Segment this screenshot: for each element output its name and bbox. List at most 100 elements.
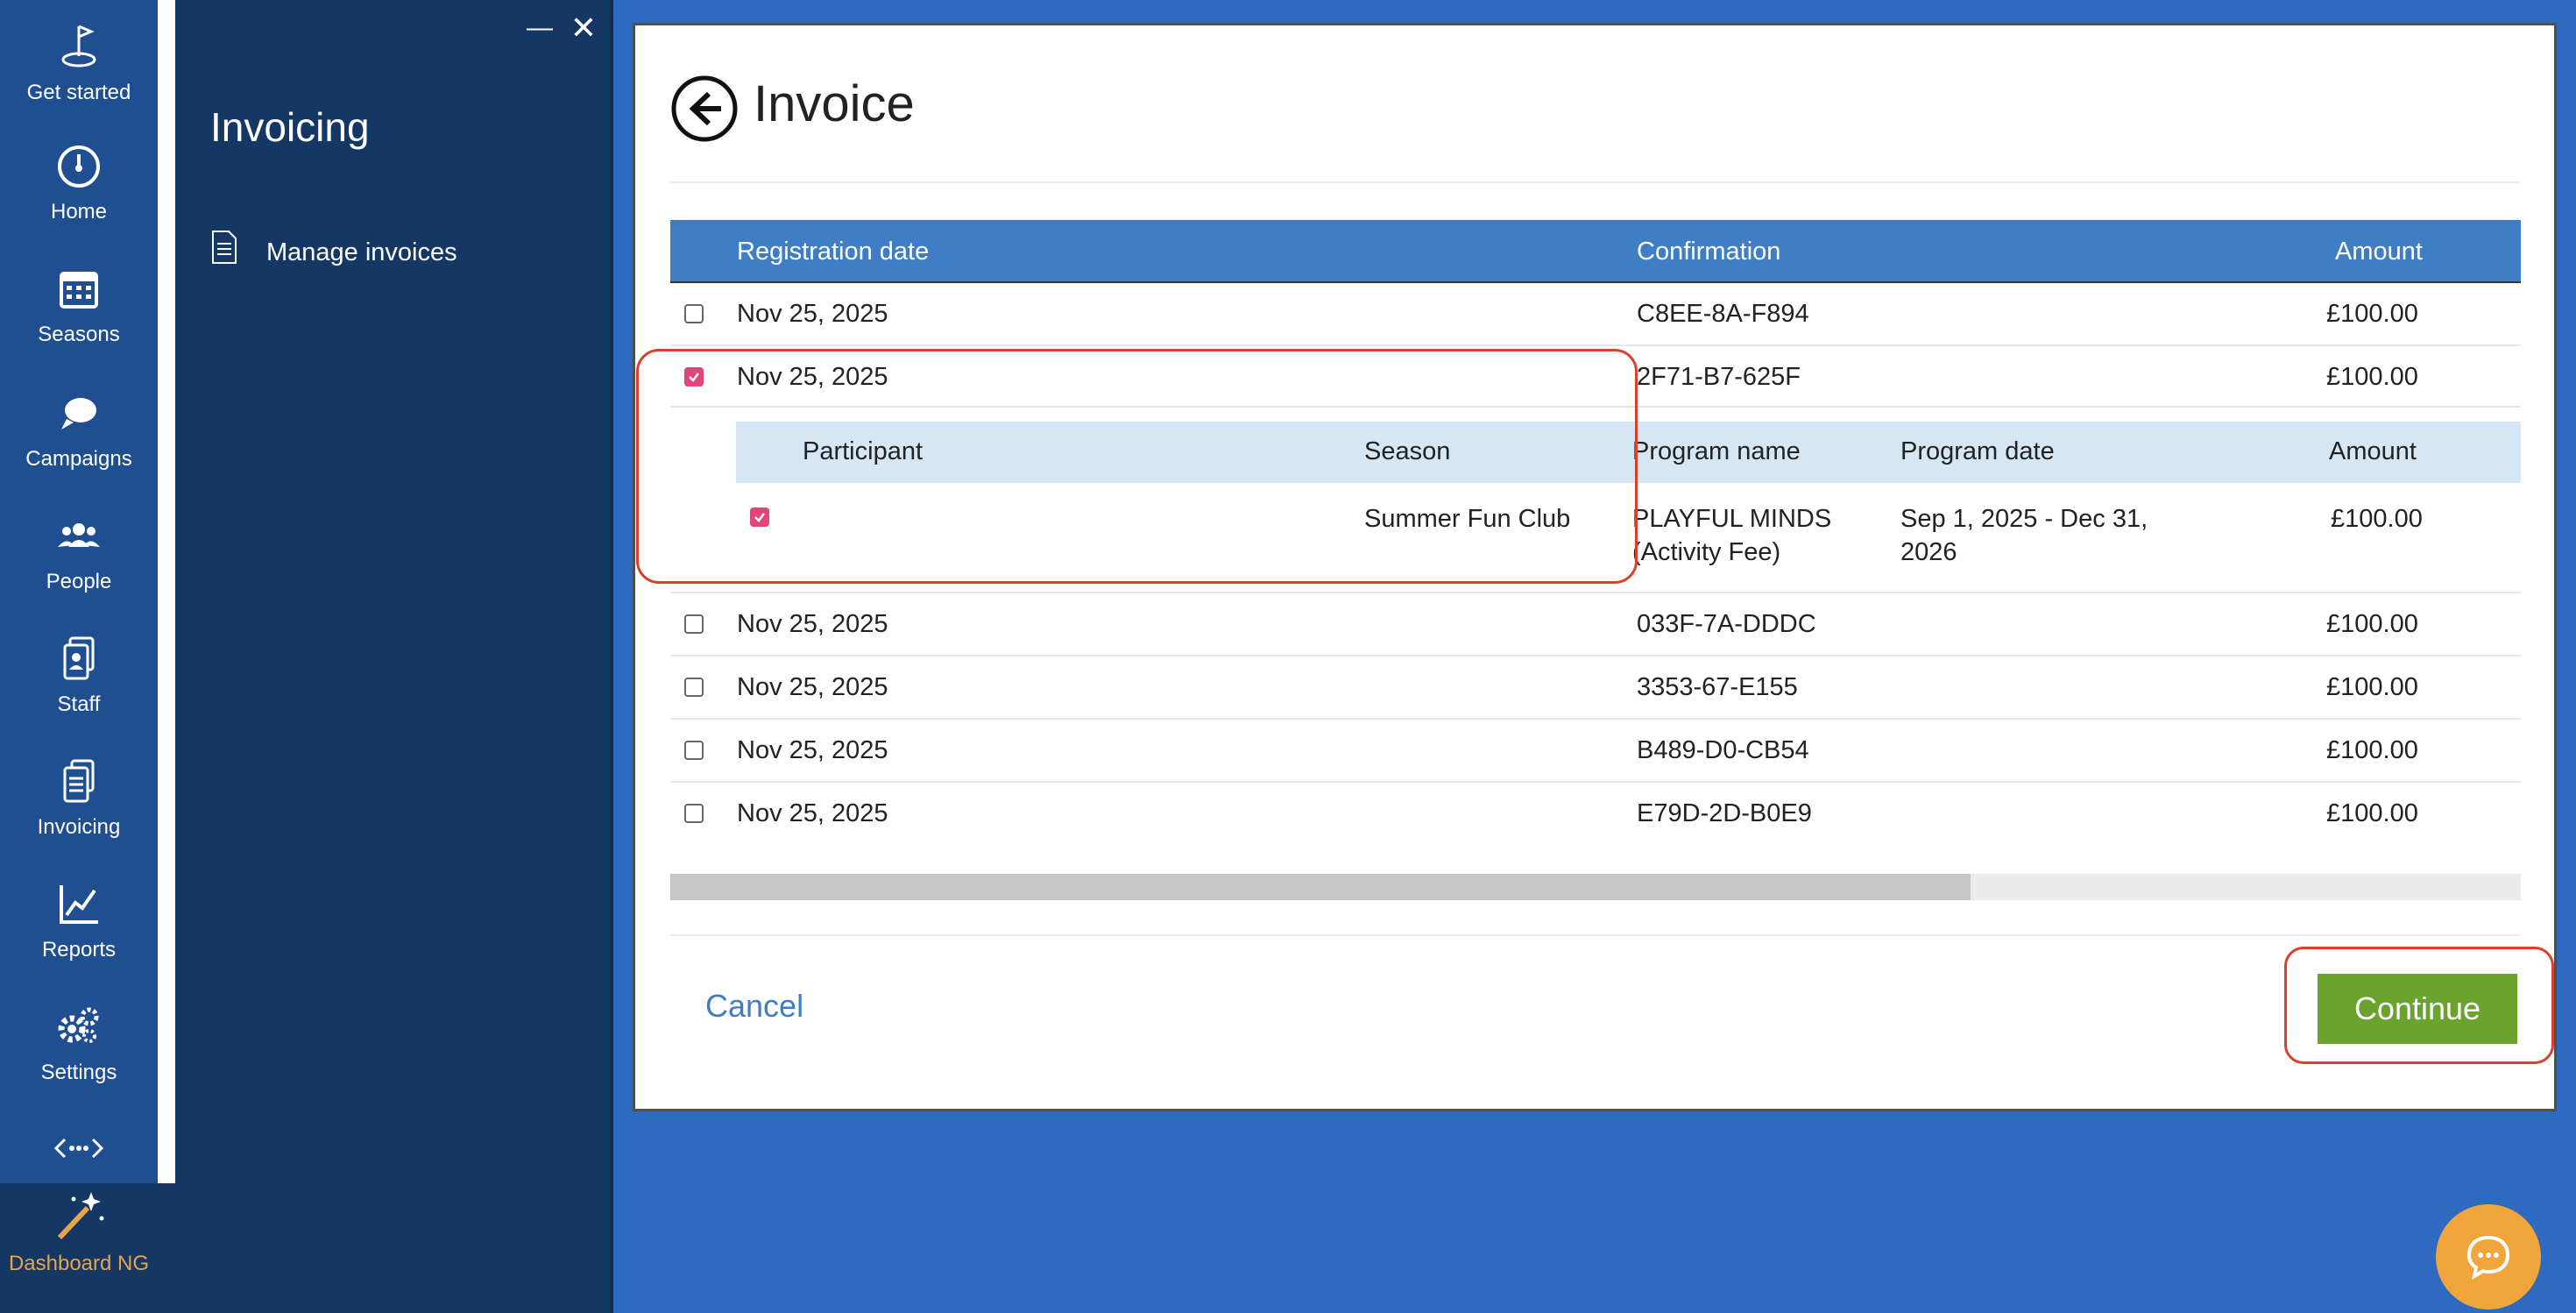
divider bbox=[670, 181, 2521, 183]
detail-table-header: Participant Season Program name Program … bbox=[736, 422, 2521, 483]
table-row[interactable]: Nov 25, 2025 3353-67-E155 £100.00 bbox=[670, 656, 2521, 720]
table-row[interactable]: Nov 25, 2025 B489-D0-CB54 £100.00 bbox=[670, 720, 2521, 783]
row-checkbox-checked[interactable] bbox=[684, 367, 704, 387]
nav-item-seasons[interactable]: Seasons bbox=[0, 263, 158, 386]
amount-cell: £100.00 bbox=[2326, 736, 2418, 764]
confirmation-cell: 2F71-B7-625F bbox=[1637, 363, 1801, 391]
dashboard-ng-label: Dashboard NG bbox=[8, 1252, 150, 1275]
nav-label: Invoicing bbox=[37, 815, 121, 839]
table-row[interactable]: Nov 25, 2025 033F-7A-DDDC £100.00 bbox=[670, 593, 2521, 656]
program-name-cell: PLAYFUL MINDS (Activity Fee) bbox=[1632, 502, 1831, 569]
program-name-line: PLAYFUL MINDS bbox=[1632, 505, 1832, 533]
subpanel-title: Invoicing bbox=[210, 104, 370, 150]
nav-item-settings[interactable]: Settings bbox=[0, 1001, 158, 1124]
program-name-line: (Activity Fee) bbox=[1632, 538, 1781, 566]
registration-date-cell: Nov 25, 2025 bbox=[737, 736, 888, 764]
magic-wand-icon bbox=[57, 1192, 104, 1240]
amount-cell: £100.00 bbox=[2326, 363, 2418, 391]
registration-date-cell: Nov 25, 2025 bbox=[737, 610, 888, 638]
invoicing-icon bbox=[63, 759, 95, 803]
get-started-icon bbox=[61, 25, 96, 67]
rail-scrollbar[interactable] bbox=[158, 0, 175, 1183]
nav-item-campaigns[interactable]: Campaigns bbox=[0, 387, 158, 510]
continue-button[interactable]: Continue bbox=[2318, 974, 2517, 1044]
horizontal-scrollbar[interactable] bbox=[670, 874, 2521, 900]
nav-item-staff[interactable]: Staff bbox=[0, 633, 158, 756]
column-header-detail-amount: Amount bbox=[2329, 437, 2417, 465]
nav-label: People bbox=[46, 570, 112, 593]
nav-rail: Get started Home Seasons Campaigns Peopl… bbox=[0, 0, 158, 1313]
detail-row[interactable]: Summer Fun Club PLAYFUL MINDS (Activity … bbox=[736, 485, 2521, 590]
divider bbox=[670, 592, 2521, 593]
table-row[interactable]: Nov 25, 2025 E79D-2D-B0E9 £100.00 bbox=[670, 783, 2521, 844]
nav-item-reports[interactable]: Reports bbox=[0, 878, 158, 1001]
confirmation-cell: B489-D0-CB54 bbox=[1637, 736, 1809, 764]
back-arrow-icon[interactable] bbox=[670, 75, 739, 143]
nav-item-invoicing[interactable]: Invoicing bbox=[0, 756, 158, 878]
nav-label: Campaigns bbox=[25, 447, 132, 471]
row-checkbox[interactable] bbox=[684, 304, 704, 323]
amount-cell: £100.00 bbox=[2326, 673, 2418, 701]
calendar-icon bbox=[60, 272, 98, 309]
nav-item-get-started[interactable]: Get started bbox=[0, 21, 158, 144]
nav-label: Staff bbox=[57, 692, 101, 716]
nav-label: Seasons bbox=[38, 323, 120, 346]
column-header-amount[interactable]: Amount bbox=[2335, 238, 2423, 266]
nav-label: Get started bbox=[26, 81, 131, 104]
registration-date-cell: Nov 25, 2025 bbox=[737, 673, 888, 701]
cancel-button[interactable]: Cancel bbox=[705, 988, 804, 1024]
season-cell: Summer Fun Club bbox=[1364, 505, 1571, 533]
people-icon bbox=[58, 523, 100, 547]
invoice-card: Invoice Registration date Confirmation A… bbox=[633, 23, 2557, 1111]
home-icon bbox=[58, 145, 100, 188]
column-header-participant: Participant bbox=[803, 437, 924, 465]
document-icon bbox=[212, 231, 237, 264]
column-header-season: Season bbox=[1364, 437, 1451, 465]
settings-icon bbox=[58, 1007, 99, 1043]
nav-item-people[interactable]: People bbox=[0, 510, 158, 633]
detail-amount-cell: £100.00 bbox=[2331, 505, 2423, 533]
page-title: Invoice bbox=[754, 75, 915, 132]
chat-bubbles-icon bbox=[61, 398, 96, 429]
column-header-registration-date[interactable]: Registration date bbox=[737, 238, 930, 266]
checkmark-icon bbox=[754, 513, 765, 522]
table-row[interactable]: Nov 25, 2025 C8EE-8A-F894 £100.00 bbox=[670, 283, 2521, 346]
nav-label: Home bbox=[50, 200, 108, 224]
reports-icon bbox=[60, 885, 98, 924]
checkmark-icon bbox=[689, 373, 699, 382]
row-checkbox[interactable] bbox=[684, 678, 704, 697]
nav-item-dashboard-ng[interactable]: Dashboard NG bbox=[0, 1183, 175, 1313]
amount-cell: £100.00 bbox=[2326, 799, 2418, 827]
column-header-program-date: Program date bbox=[1900, 437, 2055, 465]
detail-row-checkbox-checked[interactable] bbox=[750, 507, 769, 527]
more-icon[interactable] bbox=[51, 1131, 107, 1166]
column-header-confirmation[interactable]: Confirmation bbox=[1637, 238, 1781, 266]
amount-cell: £100.00 bbox=[2326, 300, 2418, 328]
chat-icon bbox=[2466, 1235, 2510, 1281]
chat-widget-button[interactable] bbox=[2436, 1204, 2541, 1309]
manage-invoices-label: Manage invoices bbox=[266, 238, 457, 266]
nav-item-home[interactable]: Home bbox=[0, 140, 158, 263]
table-row-expanded[interactable]: Nov 25, 2025 2F71-B7-625F £100.00 bbox=[670, 346, 2521, 420]
scrollbar-thumb[interactable] bbox=[670, 874, 1971, 900]
table-header: Registration date Confirmation Amount bbox=[670, 220, 2521, 283]
nav-label: Reports bbox=[41, 938, 117, 962]
row-checkbox[interactable] bbox=[684, 804, 704, 823]
minimize-button[interactable]: — bbox=[527, 13, 553, 42]
invoicing-subpanel: — ✕ Invoicing Manage invoices bbox=[175, 0, 613, 1313]
confirmation-cell: C8EE-8A-F894 bbox=[1637, 300, 1809, 328]
staff-icon bbox=[63, 636, 95, 680]
close-button[interactable]: ✕ bbox=[570, 10, 598, 46]
divider bbox=[670, 406, 2521, 408]
registration-date-cell: Nov 25, 2025 bbox=[737, 363, 888, 391]
sidebar-item-manage-invoices[interactable]: Manage invoices bbox=[210, 230, 578, 273]
registration-date-cell: Nov 25, 2025 bbox=[737, 799, 888, 827]
confirmation-cell: E79D-2D-B0E9 bbox=[1637, 799, 1812, 827]
row-checkbox[interactable] bbox=[684, 614, 704, 634]
amount-cell: £100.00 bbox=[2326, 610, 2418, 638]
program-date-cell: Sep 1, 2025 - Dec 31, 2026 bbox=[1900, 502, 2148, 569]
program-date-line: Sep 1, 2025 - Dec 31, bbox=[1900, 505, 2148, 533]
program-date-line: 2026 bbox=[1900, 538, 1957, 566]
nav-label: Settings bbox=[40, 1061, 117, 1084]
row-checkbox[interactable] bbox=[684, 741, 704, 760]
